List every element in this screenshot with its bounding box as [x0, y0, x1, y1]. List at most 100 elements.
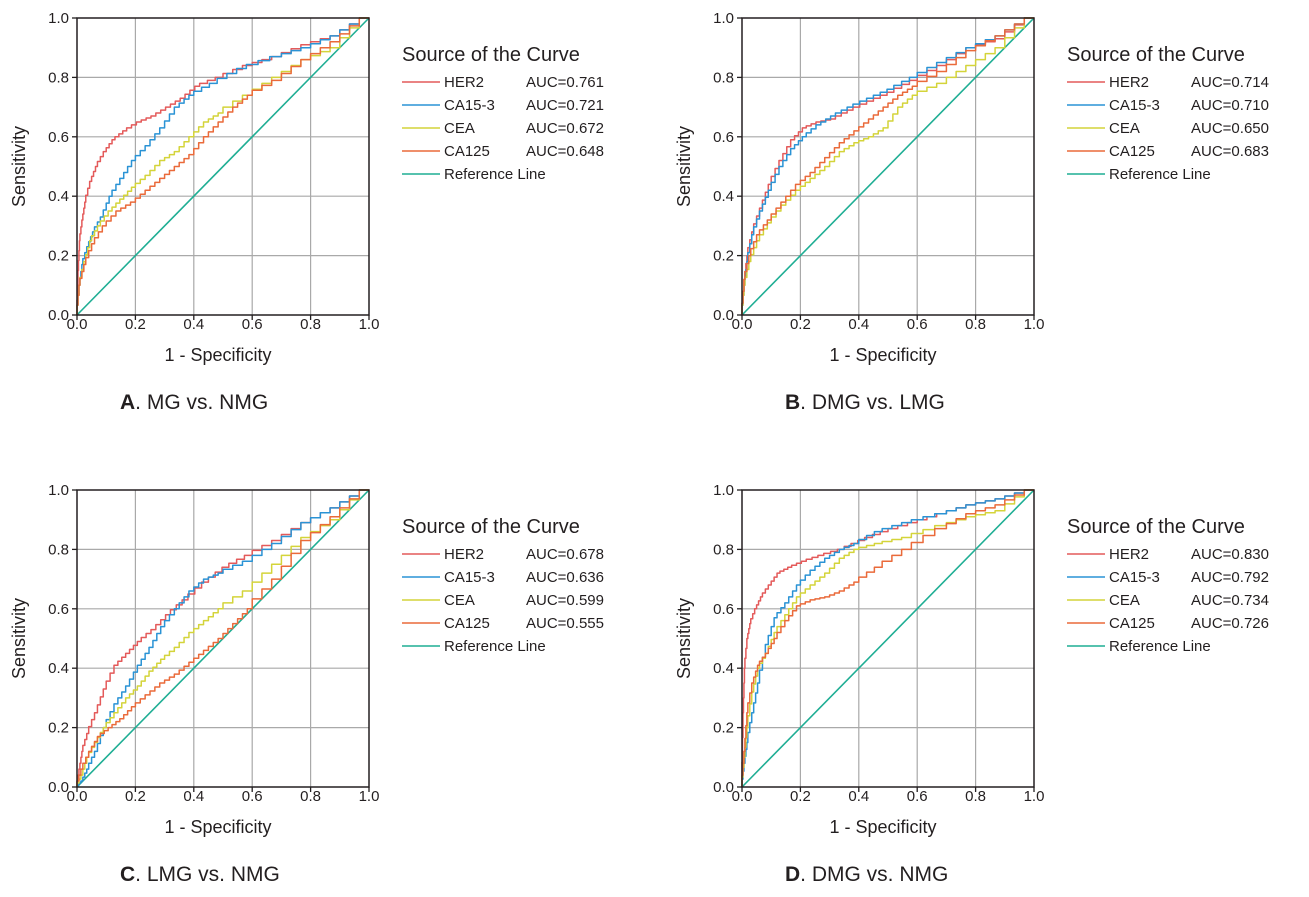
x-tick-label: 1.0 — [359, 788, 380, 805]
series-layer — [741, 17, 1034, 315]
y-tick-label: 0.2 — [48, 720, 69, 737]
axes — [72, 17, 370, 320]
x-tick-label: 0.0 — [732, 788, 753, 805]
y-tick-label: 0.0 — [48, 779, 69, 796]
series-line-her2 — [76, 17, 369, 315]
legend-item-ca15-3: CA15-3 AUC=0.710 — [1067, 97, 1269, 114]
legend-item-ca15-3: CA15-3 AUC=0.636 — [402, 569, 604, 586]
plot-frame — [741, 17, 1035, 316]
legend-label: Reference Line — [444, 166, 546, 183]
legend-item-reference-line: Reference Line — [402, 638, 546, 655]
y-tick-label: 0.0 — [48, 307, 69, 324]
x-tick-label: 0.8 — [965, 316, 986, 333]
legend-label: Reference Line — [1109, 638, 1211, 655]
legend-label: Reference Line — [444, 638, 546, 655]
legend-auc: AUC=0.555 — [526, 615, 604, 632]
series-line-reference-line — [741, 17, 1035, 316]
roc-chart: 0.0 0.2 0.4 0.6 0.8 1.0 0.0 0.2 0.4 0.6 0.8 1.0 1 … — [674, 10, 1269, 414]
series-line-ca125 — [76, 17, 369, 315]
legend-item-ca125: CA125 AUC=0.648 — [402, 143, 604, 160]
legend-label: CA125 — [1109, 143, 1155, 160]
x-tick-label: 0.0 — [732, 316, 753, 333]
x-tick-labels: 0.0 0.2 0.4 0.6 0.8 1.0 — [732, 316, 1045, 333]
y-tick-label: 0.6 — [48, 601, 69, 618]
y-axis-label: Sensitivity — [674, 598, 694, 679]
legend-auc: AUC=0.650 — [1191, 120, 1269, 137]
legend-item-her2: HER2 AUC=0.678 — [402, 546, 604, 563]
panel-letter: A — [120, 391, 135, 414]
panel-title: A. MG vs. NMG — [120, 391, 268, 414]
x-tick-labels: 0.0 0.2 0.4 0.6 0.8 1.0 — [67, 316, 380, 333]
roc-chart: 0.0 0.2 0.4 0.6 0.8 1.0 0.0 0.2 0.4 0.6 0.8 1.0 1 … — [674, 482, 1269, 886]
legend-title: Source of the Curve — [402, 516, 580, 538]
legend-label: CEA — [1109, 592, 1140, 609]
series-line-ca15-3 — [76, 489, 369, 787]
legend-auc: AUC=0.599 — [526, 592, 604, 609]
panel-c: 0.0 0.2 0.4 0.6 0.8 1.0 0.0 0.2 0.4 0.6 0.8 1.0 1 … — [0, 472, 640, 897]
x-axis-label: 1 - Specificity — [164, 345, 271, 365]
legend-label: CA15-3 — [444, 569, 495, 586]
y-tick-label: 0.0 — [713, 779, 734, 796]
axes — [737, 489, 1035, 792]
plot-frame — [741, 489, 1035, 788]
series-line-ca15-3 — [76, 17, 369, 315]
legend-auc: AUC=0.792 — [1191, 569, 1269, 586]
legend-item-cea: CEA AUC=0.599 — [402, 592, 604, 609]
series-line-ca15-3 — [741, 17, 1034, 315]
legend: Source of the Curve HER2 AUC=0.678 CA15-3 A… — [402, 516, 604, 655]
x-tick-label: 0.2 — [790, 788, 811, 805]
panel-letter: C — [120, 863, 135, 886]
legend-item-cea: CEA AUC=0.734 — [1067, 592, 1269, 609]
legend: Source of the Curve HER2 AUC=0.761 CA15-3 A… — [402, 44, 604, 183]
legend: Source of the Curve HER2 AUC=0.830 CA15-3 A… — [1067, 516, 1269, 655]
series-line-ca125 — [741, 489, 1034, 787]
panel-b: 0.0 0.2 0.4 0.6 0.8 1.0 0.0 0.2 0.4 0.6 0.8 1.0 1 … — [665, 0, 1305, 425]
legend-label: CA15-3 — [444, 97, 495, 114]
y-tick-label: 0.8 — [713, 541, 734, 558]
series-line-ca125 — [76, 489, 369, 787]
x-tick-label: 1.0 — [1024, 788, 1045, 805]
y-tick-label: 1.0 — [713, 10, 734, 27]
y-axis-label: Sensitivity — [9, 126, 29, 207]
legend-label: CEA — [444, 592, 475, 609]
legend-items: HER2 AUC=0.678 CA15-3 AUC=0.636 CEA AUC=0.599… — [402, 546, 604, 655]
y-tick-label: 0.4 — [48, 188, 69, 205]
legend-label: CA15-3 — [1109, 569, 1160, 586]
legend-item-ca15-3: CA15-3 AUC=0.721 — [402, 97, 604, 114]
legend-auc: AUC=0.734 — [1191, 592, 1269, 609]
legend-auc: AUC=0.678 — [526, 546, 604, 563]
legend-item-her2: HER2 AUC=0.830 — [1067, 546, 1269, 563]
legend: Source of the Curve HER2 AUC=0.714 CA15-3 A… — [1067, 44, 1269, 183]
legend-item-cea: CEA AUC=0.672 — [402, 120, 604, 137]
legend-auc: AUC=0.710 — [1191, 97, 1269, 114]
x-axis-label: 1 - Specificity — [829, 817, 936, 837]
grid — [742, 18, 1034, 315]
legend-title: Source of the Curve — [1067, 516, 1245, 538]
panel-title-text: . LMG vs. NMG — [135, 863, 280, 886]
x-tick-label: 0.8 — [300, 788, 321, 805]
y-axis-label: Sensitivity — [9, 598, 29, 679]
legend-item-reference-line: Reference Line — [1067, 638, 1211, 655]
y-tick-label: 0.2 — [713, 720, 734, 737]
reference-line-layer — [76, 17, 370, 316]
plot-frame — [76, 489, 370, 788]
panel-title-text: . DMG vs. LMG — [800, 391, 945, 414]
series-line-reference-line — [76, 17, 370, 316]
legend-auc: AUC=0.830 — [1191, 546, 1269, 563]
y-tick-label: 1.0 — [713, 482, 734, 499]
legend-label: CEA — [1109, 120, 1140, 137]
panel-d: 0.0 0.2 0.4 0.6 0.8 1.0 0.0 0.2 0.4 0.6 0.8 1.0 1 … — [665, 472, 1305, 897]
y-tick-label: 0.2 — [48, 248, 69, 265]
legend-label: HER2 — [1109, 546, 1149, 563]
plot-frame — [76, 17, 370, 316]
y-tick-label: 0.4 — [713, 660, 734, 677]
reference-line-layer — [741, 17, 1035, 316]
roc-chart: 0.0 0.2 0.4 0.6 0.8 1.0 0.0 0.2 0.4 0.6 0.8 1.0 1 … — [9, 10, 604, 414]
y-tick-labels: 0.0 0.2 0.4 0.6 0.8 1.0 — [48, 10, 69, 324]
x-tick-labels: 0.0 0.2 0.4 0.6 0.8 1.0 — [732, 788, 1045, 805]
y-tick-label: 0.2 — [713, 248, 734, 265]
legend-item-her2: HER2 AUC=0.761 — [402, 74, 604, 91]
y-axis-label: Sensitivity — [674, 126, 694, 207]
series-layer — [741, 489, 1034, 787]
x-tick-label: 0.8 — [300, 316, 321, 333]
